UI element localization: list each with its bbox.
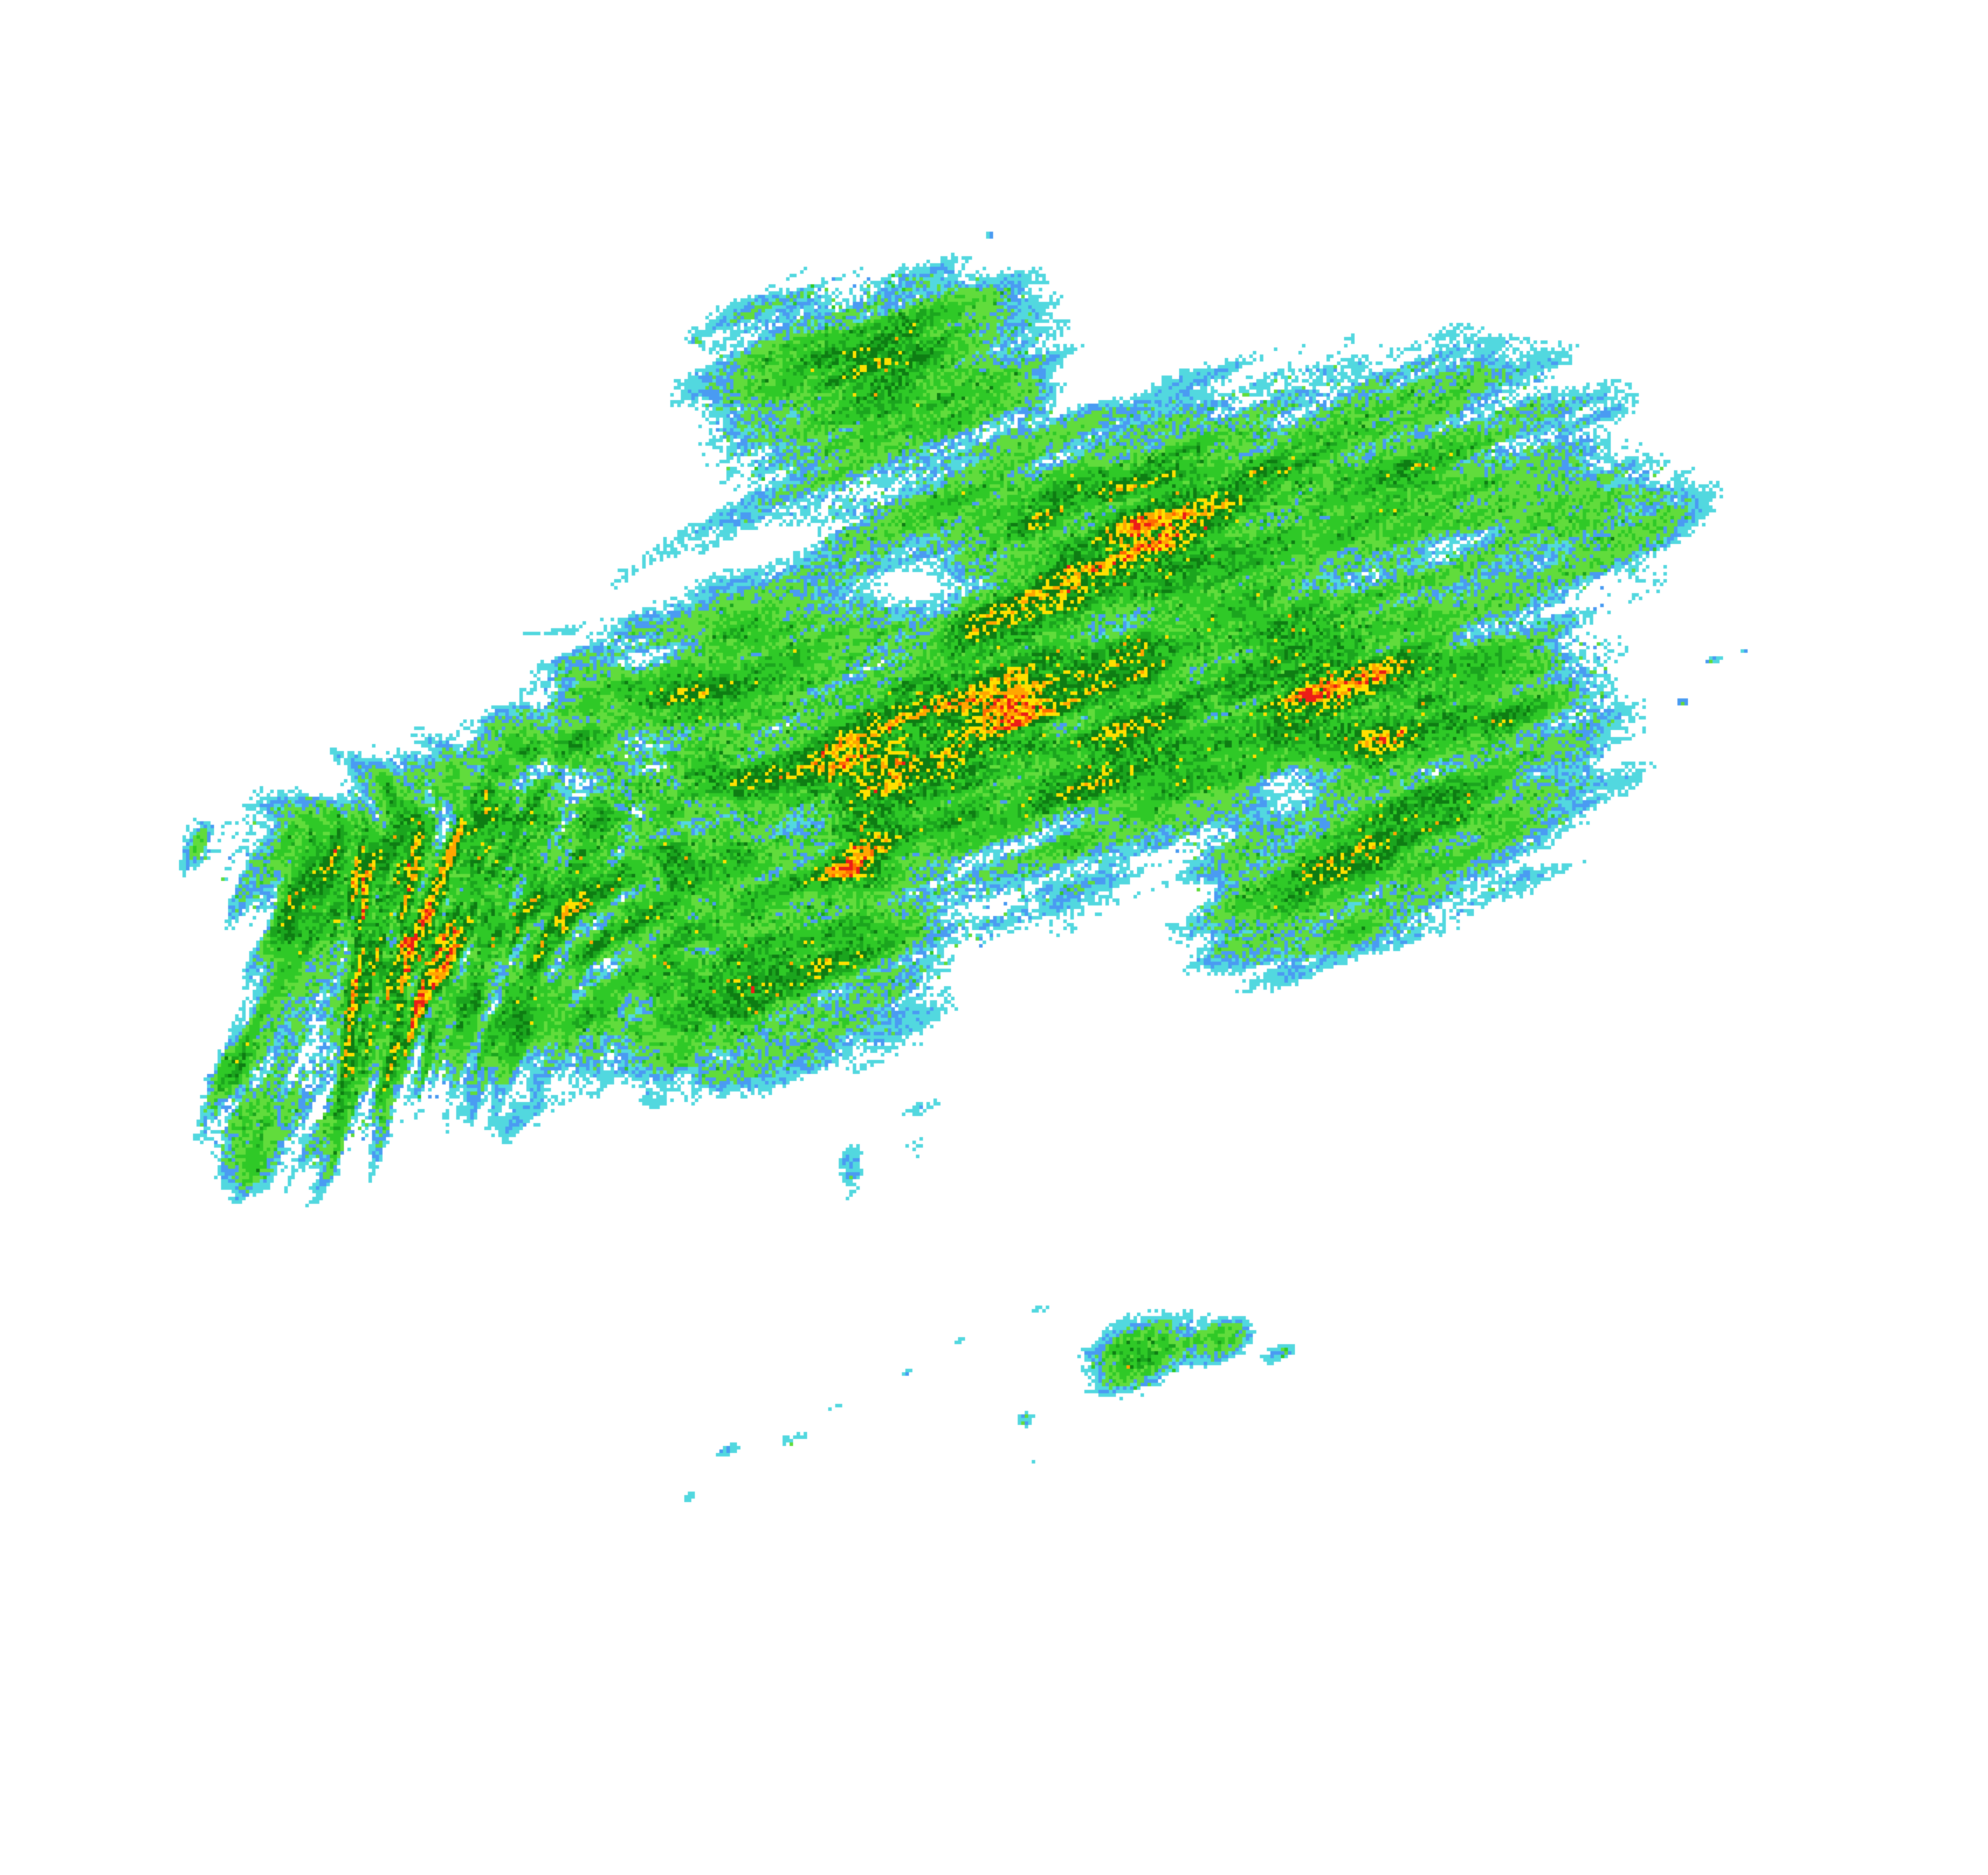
radar-precipitation-canvas [0,0,1988,1875]
radar-map [0,0,1988,1875]
